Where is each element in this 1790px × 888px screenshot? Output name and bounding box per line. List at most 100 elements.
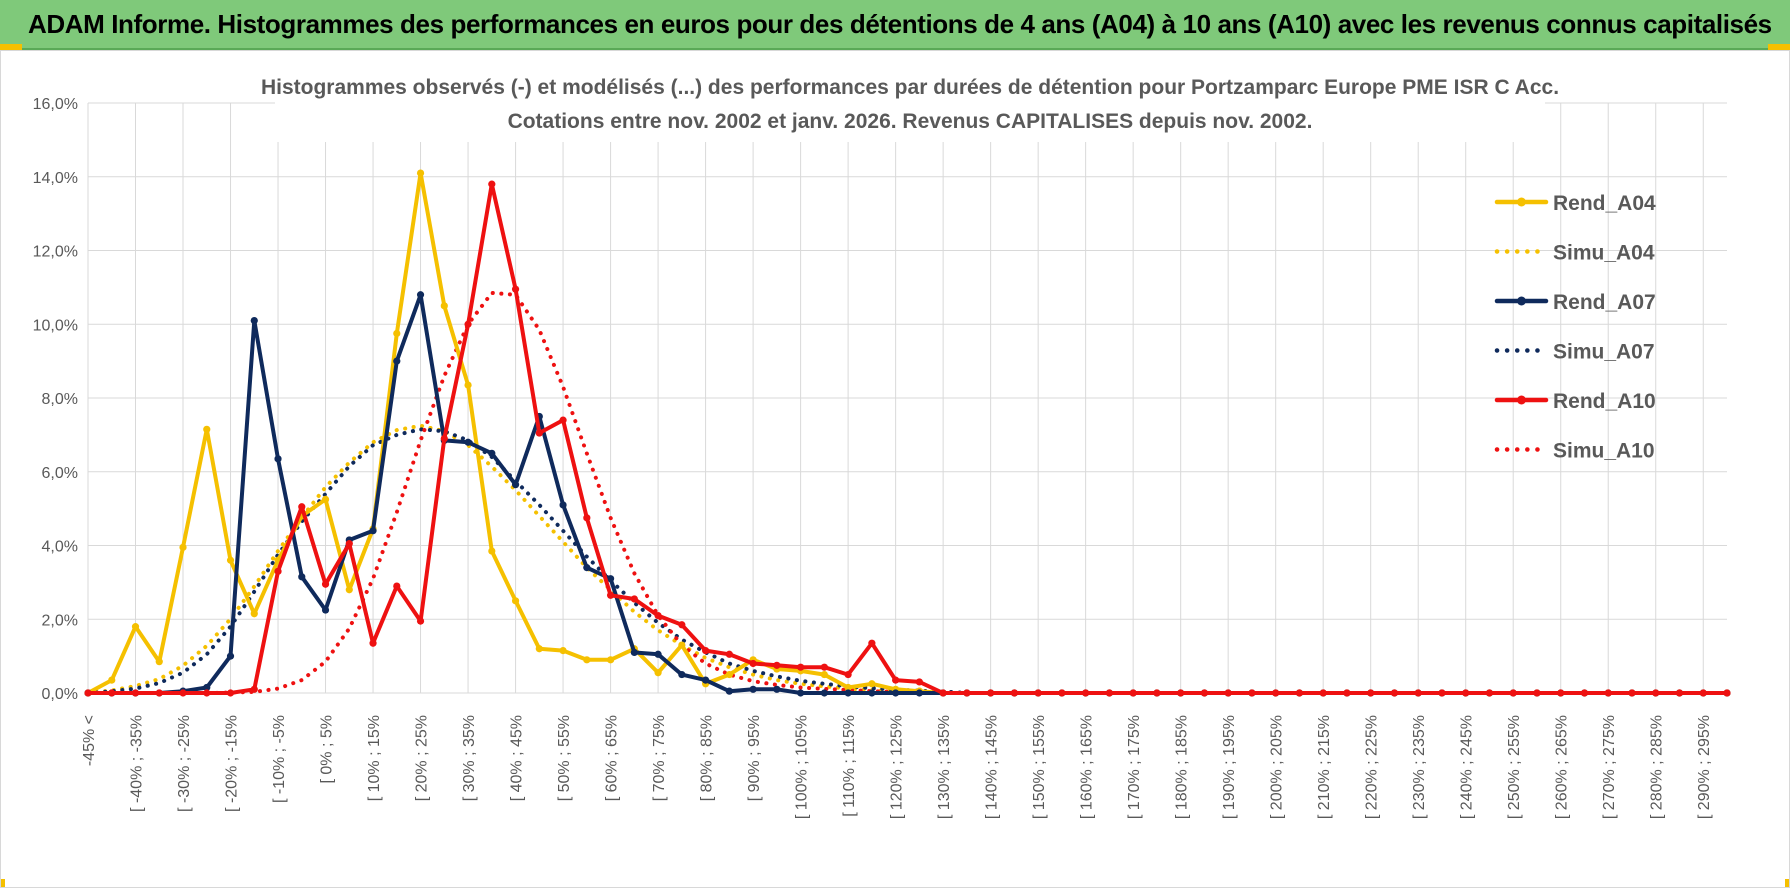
- data-point: [1367, 689, 1375, 697]
- data-point: [298, 573, 306, 581]
- data-point: [773, 685, 781, 693]
- header-bar: ADAM Informe. Histogrammes des performan…: [0, 0, 1790, 50]
- data-point: [606, 575, 615, 583]
- data-point: [345, 586, 353, 594]
- data-point: [84, 689, 92, 697]
- data-point: [511, 481, 520, 489]
- y-tick-label: 0,0%: [42, 686, 78, 703]
- legend-marker: [1517, 197, 1526, 207]
- data-point: [1533, 689, 1541, 697]
- chart-grid: [87, 102, 1727, 694]
- x-tick-label: [ 240% ; 245%: [1459, 715, 1476, 819]
- legend-label: Simu_A07: [1553, 341, 1655, 364]
- data-point: [654, 669, 662, 677]
- data-point: [844, 689, 852, 697]
- data-point: [725, 687, 733, 695]
- x-tick-label: [ 190% ; 195%: [1221, 715, 1238, 819]
- data-point: [963, 689, 971, 697]
- data-point: [1675, 689, 1684, 697]
- data-point: [179, 543, 187, 551]
- data-point: [226, 689, 235, 697]
- chart-series: [84, 169, 1731, 697]
- data-point: [1604, 689, 1612, 697]
- data-point: [1177, 689, 1185, 697]
- x-tick-label: [ 260% ; 265%: [1554, 715, 1571, 819]
- data-point: [749, 685, 757, 693]
- data-point: [868, 680, 876, 688]
- data-point: [321, 606, 330, 614]
- data-point: [440, 302, 448, 310]
- series-line-rend-a10: [86, 182, 1729, 695]
- data-point: [654, 611, 662, 620]
- x-tick-label: [ -20% ; -15%: [224, 715, 241, 812]
- chart-legend: Rend_A04 Simu_A04 Rend_A07 Simu_A07 Rend_A10…: [1494, 192, 1656, 463]
- data-point: [464, 438, 472, 446]
- x-tick-label: [ 20% ; 25%: [414, 715, 431, 801]
- x-tick-label: [ 150% ; 155%: [1031, 715, 1048, 819]
- x-tick-label: [ 180% ; 185%: [1174, 715, 1191, 819]
- series-line-simu-a10: [86, 290, 1729, 695]
- data-point: [1153, 689, 1161, 697]
- data-point: [155, 689, 163, 697]
- header-accent-right: [1768, 44, 1790, 50]
- y-tick-label: 16,0%: [33, 96, 78, 113]
- legend-marker: [1517, 296, 1526, 306]
- data-point: [203, 425, 211, 433]
- data-point: [155, 658, 163, 666]
- x-tick-label: [ 200% ; 205%: [1269, 715, 1286, 819]
- x-tick-label: [ 120% ; 125%: [889, 715, 906, 819]
- data-point: [1295, 689, 1304, 697]
- data-point: [345, 540, 353, 548]
- y-tick-label: 6,0%: [42, 465, 78, 482]
- data-point: [393, 357, 401, 365]
- data-point: [1557, 689, 1565, 697]
- data-point: [749, 659, 757, 668]
- data-point: [583, 514, 591, 522]
- legend-label: Simu_A10: [1553, 440, 1655, 463]
- data-point: [1462, 689, 1470, 697]
- x-tick-label: [ 230% ; 235%: [1411, 715, 1428, 819]
- x-tick-label: [ 30% ; 35%: [461, 715, 478, 801]
- data-point: [1509, 689, 1517, 697]
- data-point: [820, 670, 828, 679]
- x-tick-label: [ 160% ; 165%: [1079, 715, 1096, 819]
- data-point: [1438, 689, 1446, 697]
- data-point: [1129, 689, 1137, 697]
- data-point: [1723, 689, 1731, 697]
- data-point: [773, 661, 781, 669]
- x-tick-label: [ 110% ; 115%: [841, 715, 858, 817]
- x-tick-label: [ 60% ; 65%: [604, 715, 621, 801]
- data-point: [1390, 689, 1399, 697]
- data-point: [915, 689, 923, 697]
- data-point: [393, 582, 401, 590]
- data-point: [606, 656, 615, 664]
- data-point: [1652, 689, 1660, 697]
- data-point: [321, 580, 330, 588]
- data-point: [416, 617, 425, 625]
- y-axis: 0,0% 2,0% 4,0% 6,0% 8,0% 10,0% 12,0% 14,0% 16,0%: [33, 96, 78, 703]
- x-tick-label: [ 100% ; 105%: [794, 715, 811, 819]
- series-line-rend-a07: [86, 292, 1729, 695]
- x-tick-label: [ 270% ; 275%: [1601, 715, 1618, 819]
- data-point: [1580, 689, 1589, 697]
- data-point: [583, 656, 591, 664]
- data-point: [250, 316, 258, 325]
- data-point: [393, 329, 401, 338]
- y-tick-label: 12,0%: [33, 244, 78, 261]
- y-tick-label: 14,0%: [33, 170, 78, 187]
- series-line-rend-a04: [86, 171, 1729, 695]
- data-point: [1082, 689, 1090, 697]
- data-point: [1414, 689, 1422, 697]
- data-point: [844, 683, 852, 692]
- data-point: [203, 683, 211, 692]
- data-point: [274, 455, 282, 463]
- data-point: [1343, 689, 1351, 697]
- series-line-simu-a07: [86, 427, 1729, 695]
- data-point: [844, 670, 852, 679]
- data-point: [488, 547, 496, 555]
- data-point: [678, 621, 686, 629]
- data-point: [203, 689, 211, 697]
- x-tick-label: [ 290% ; 295%: [1696, 715, 1713, 819]
- data-point: [1010, 689, 1018, 697]
- x-tick-label: [ 220% ; 225%: [1364, 715, 1381, 819]
